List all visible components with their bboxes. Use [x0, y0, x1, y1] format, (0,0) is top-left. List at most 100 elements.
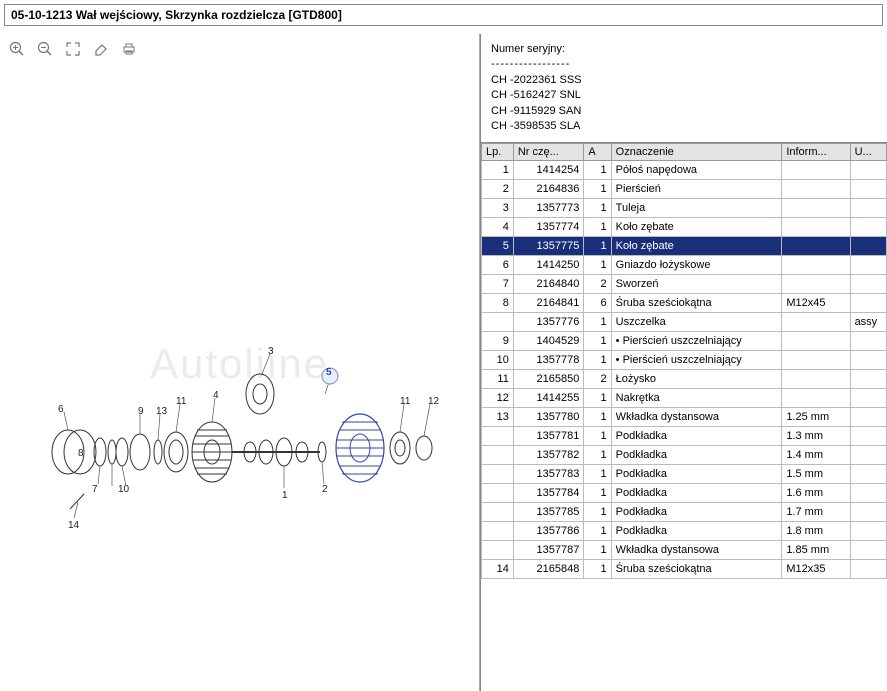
- table-cell: 8: [482, 294, 514, 313]
- table-cell: Wkładka dystansowa: [611, 541, 782, 560]
- table-cell: 1: [584, 503, 611, 522]
- table-cell: 3: [482, 199, 514, 218]
- table-cell: [850, 294, 886, 313]
- table-row[interactable]: 13577841Podkładka1.6 mm: [482, 484, 887, 503]
- print-icon[interactable]: [120, 40, 138, 58]
- table-row[interactable]: 13577861Podkładka1.8 mm: [482, 522, 887, 541]
- table-cell: [782, 180, 850, 199]
- table-cell: 1: [584, 465, 611, 484]
- table-row[interactable]: 13577821Podkładka1.4 mm: [482, 446, 887, 465]
- parts-table[interactable]: Lp. Nr czę... A Oznaczenie Inform... U..…: [481, 143, 887, 579]
- table-row[interactable]: 614142501Gniazdo łożyskowe: [482, 256, 887, 275]
- col-lp[interactable]: Lp.: [482, 144, 514, 161]
- table-cell: [850, 427, 886, 446]
- table-cell: 1357773: [513, 199, 584, 218]
- table-cell: • Pierścień uszczelniający: [611, 351, 782, 370]
- window-title: 05-10-1213 Wał wejściowy, Skrzynka rozdz…: [4, 4, 883, 26]
- table-cell: Nakrętka: [611, 389, 782, 408]
- table-cell: [850, 237, 886, 256]
- table-cell: [850, 503, 886, 522]
- callout-14: 14: [68, 520, 79, 531]
- table-row[interactable]: 721648402Sworzeń: [482, 275, 887, 294]
- table-cell: [782, 237, 850, 256]
- table-cell: Uszczelka: [611, 313, 782, 332]
- table-cell: 1.25 mm: [782, 408, 850, 427]
- table-cell: 6: [482, 256, 514, 275]
- table-cell: M12x35: [782, 560, 850, 579]
- table-cell: [782, 370, 850, 389]
- col-qty[interactable]: A: [584, 144, 611, 161]
- table-cell: 1.5 mm: [782, 465, 850, 484]
- table-cell: 1.4 mm: [782, 446, 850, 465]
- col-info[interactable]: Inform...: [782, 144, 850, 161]
- table-cell: 9: [482, 332, 514, 351]
- table-row[interactable]: 13577811Podkładka1.3 mm: [482, 427, 887, 446]
- col-u[interactable]: U...: [850, 144, 886, 161]
- table-cell: [850, 161, 886, 180]
- table-cell: 2: [482, 180, 514, 199]
- table-row[interactable]: 513577751Koło zębate: [482, 237, 887, 256]
- table-cell: 1: [584, 522, 611, 541]
- table-row[interactable]: 1214142551Nakrętka: [482, 389, 887, 408]
- table-cell: [782, 218, 850, 237]
- callout-3: 3: [268, 346, 274, 357]
- info-pane: Numer seryjny: ----------------- CH -202…: [480, 34, 887, 691]
- table-row[interactable]: 13577871Wkładka dystansowa1.85 mm: [482, 541, 887, 560]
- table-cell: Gniazdo łożyskowe: [611, 256, 782, 275]
- diagram-area[interactable]: Autoliine: [0, 64, 479, 664]
- table-cell: Koło zębate: [611, 218, 782, 237]
- callout-4: 4: [213, 390, 219, 401]
- table-cell: [850, 408, 886, 427]
- table-cell: Pierścień: [611, 180, 782, 199]
- table-cell: 2: [584, 370, 611, 389]
- table-row[interactable]: 821648416Śruba sześciokątnaM12x45: [482, 294, 887, 313]
- table-cell: 1357774: [513, 218, 584, 237]
- table-row[interactable]: 114142541Półoś napędowa: [482, 161, 887, 180]
- table-cell: 1404529: [513, 332, 584, 351]
- table-row[interactable]: 1421658481Śruba sześciokątnaM12x35: [482, 560, 887, 579]
- table-cell: 1: [482, 161, 514, 180]
- callout-11: 11: [400, 396, 410, 407]
- col-part-number[interactable]: Nr czę...: [513, 144, 584, 161]
- col-description[interactable]: Oznaczenie: [611, 144, 782, 161]
- table-cell: [850, 218, 886, 237]
- fullscreen-icon[interactable]: [64, 40, 82, 58]
- table-row[interactable]: 1313577801Wkładka dystansowa1.25 mm: [482, 408, 887, 427]
- table-cell: [850, 446, 886, 465]
- table-cell: [482, 427, 514, 446]
- zoom-in-icon[interactable]: [8, 40, 26, 58]
- table-cell: [482, 446, 514, 465]
- table-cell: • Pierścień uszczelniający: [611, 332, 782, 351]
- table-row[interactable]: 1013577781• Pierścień uszczelniający: [482, 351, 887, 370]
- table-row[interactable]: 13577761Uszczelkaassy: [482, 313, 887, 332]
- callout-1: 1: [282, 490, 288, 501]
- table-cell: 1: [584, 484, 611, 503]
- table-cell: 1: [584, 218, 611, 237]
- table-row[interactable]: 313577731Tuleja: [482, 199, 887, 218]
- table-cell: Śruba sześciokątna: [611, 560, 782, 579]
- table-cell: Śruba sześciokątna: [611, 294, 782, 313]
- parts-table-wrap[interactable]: Lp. Nr czę... A Oznaczenie Inform... U..…: [481, 143, 887, 691]
- table-cell: 1: [584, 541, 611, 560]
- table-cell: 11: [482, 370, 514, 389]
- table-row[interactable]: 13577851Podkładka1.7 mm: [482, 503, 887, 522]
- table-cell: 1.85 mm: [782, 541, 850, 560]
- table-cell: Podkładka: [611, 522, 782, 541]
- table-row[interactable]: 914045291• Pierścień uszczelniający: [482, 332, 887, 351]
- table-cell: Wkładka dystansowa: [611, 408, 782, 427]
- serial-line: CH -9115929 SAN: [491, 104, 877, 119]
- table-cell: 5: [482, 237, 514, 256]
- table-cell: 7: [482, 275, 514, 294]
- table-row[interactable]: 13577831Podkładka1.5 mm: [482, 465, 887, 484]
- table-row[interactable]: 413577741Koło zębate: [482, 218, 887, 237]
- table-row[interactable]: 221648361Pierścień: [482, 180, 887, 199]
- table-cell: 1357785: [513, 503, 584, 522]
- table-cell: M12x45: [782, 294, 850, 313]
- table-cell: 1: [584, 560, 611, 579]
- table-row[interactable]: 1121658502Łożysko: [482, 370, 887, 389]
- table-cell: 1: [584, 161, 611, 180]
- table-cell: Półoś napędowa: [611, 161, 782, 180]
- erase-icon[interactable]: [92, 40, 110, 58]
- zoom-out-icon[interactable]: [36, 40, 54, 58]
- table-cell: 1357787: [513, 541, 584, 560]
